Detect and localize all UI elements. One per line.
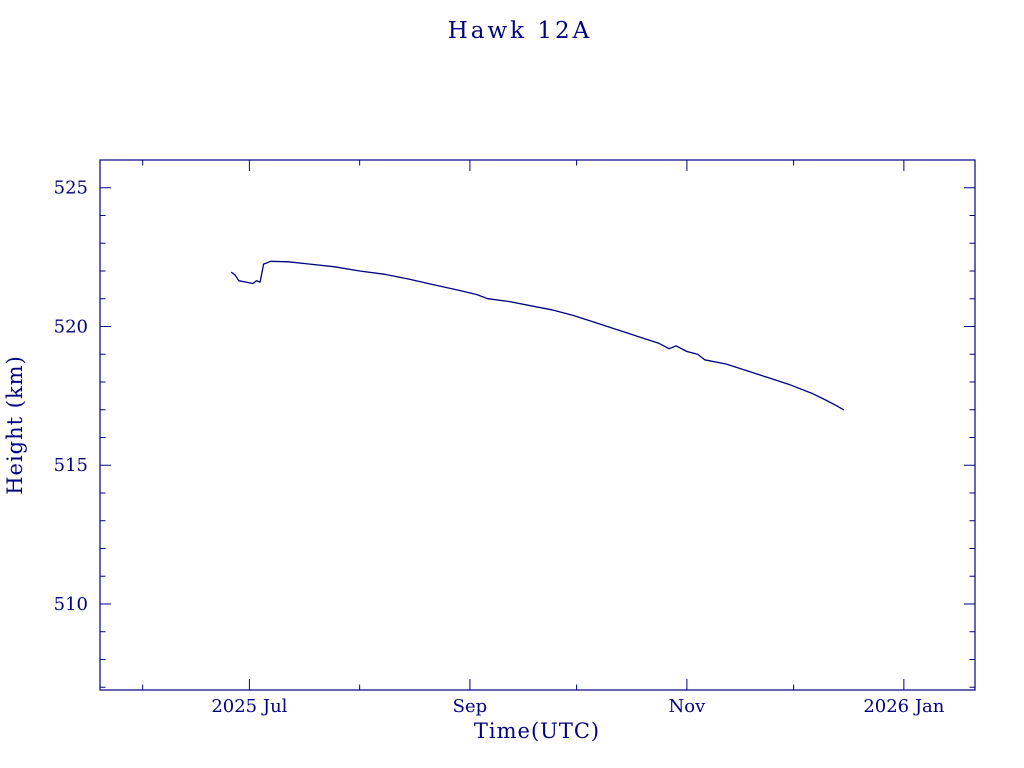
chart-title: Hawk 12A: [448, 18, 593, 44]
x-tick-label: Nov: [669, 696, 707, 717]
axes-layer: 2025 Jul Sep Nov 2026 Jan 525 520 515 510: [54, 159, 976, 717]
series-layer: [230, 260, 845, 411]
x-tick-label: Sep: [453, 696, 488, 717]
y-tick-label: 515: [54, 455, 88, 476]
y-tick-label: 510: [54, 594, 88, 615]
y-axis-label: Height (km): [3, 355, 27, 495]
x-tick-label: 2025 Jul: [211, 696, 287, 717]
plot-frame: [99, 159, 976, 691]
y-tick-label: 525: [54, 178, 88, 199]
x-tick-label: 2026 Jan: [863, 696, 944, 717]
x-axis-label: Time(UTC): [474, 719, 600, 743]
height-series-line: [230, 260, 845, 411]
y-tick-label: 520: [54, 316, 88, 337]
